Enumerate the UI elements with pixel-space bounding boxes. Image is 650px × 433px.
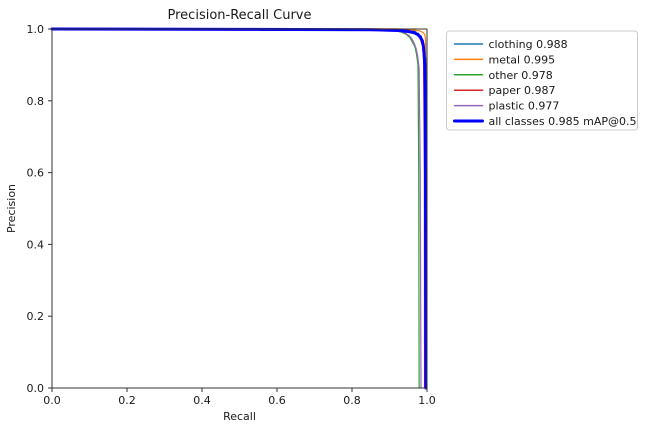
x-tick-label: 1.0 [418,394,436,407]
axes-frame [51,28,428,389]
series-line-other [51,28,420,389]
y-tick-label: 1.0 [27,23,45,36]
legend-label-metal: metal 0.995 [489,53,556,66]
x-tick-label: 0.0 [43,394,61,407]
legend-label-other: other 0.978 [489,69,553,82]
series-line-clothing [51,28,428,389]
legend-item-paper: paper 0.987 [453,84,556,97]
series-line-paper [51,28,426,389]
x-tick-label: 0.6 [268,394,286,407]
y-tick-label: 0.2 [27,310,45,323]
series-line-metal [51,28,427,389]
plot-area: 0.0 0.2 0.4 0.6 0.8 1.0 0.0 0.2 0.4 0.6 0.8 1.0 clot… [27,23,638,407]
chart-title: Precision-Recall Curve [168,8,312,23]
legend-label-plastic: plastic 0.977 [489,100,560,113]
x-tick-label: 0.8 [343,394,361,407]
legend-item-all_classes: all classes 0.985 mAP@0.5 [453,115,637,128]
x-tick-label: 0.4 [193,394,211,407]
y-tick-label: 0.4 [27,238,45,251]
y-tick-label: 0.6 [27,167,45,180]
legend-item-clothing: clothing 0.988 [453,38,568,51]
legend-label-clothing: clothing 0.988 [489,38,568,51]
series-line-plastic [51,28,422,389]
legend-label-paper: paper 0.987 [489,84,556,97]
y-tick-label: 0.0 [27,382,45,395]
y-axis-label: Precision [5,184,18,233]
x-tick-label: 0.2 [118,394,136,407]
legend-box [446,30,638,131]
legend-item-plastic: plastic 0.977 [453,100,560,113]
y-tick-label: 0.8 [27,95,45,108]
legend-item-other: other 0.978 [453,69,553,82]
series-line-all_classes [50,27,428,390]
legend-label-all_classes: all classes 0.985 mAP@0.5 [489,115,637,128]
x-axis-label: Recall [223,410,256,423]
legend-item-metal: metal 0.995 [453,53,556,66]
